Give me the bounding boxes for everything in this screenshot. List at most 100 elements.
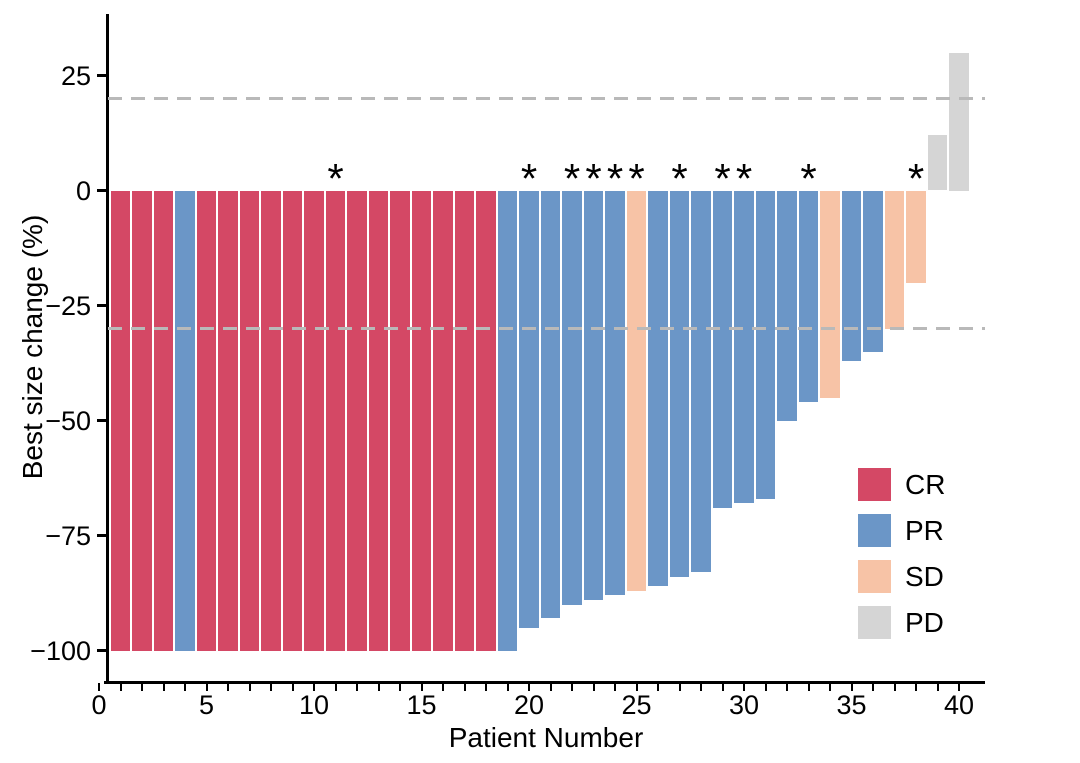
bar-patient-33-pr xyxy=(798,190,819,403)
y-axis-title: Best size change (%) xyxy=(17,214,48,480)
bar-patient-5-cr xyxy=(196,190,217,651)
x-axis-title: Patient Number xyxy=(448,722,644,753)
x-tick-6 xyxy=(227,683,229,691)
bar-patient-35-pr xyxy=(841,190,862,361)
bar-patient-22-pr xyxy=(562,190,582,605)
bar-patient-25-sd xyxy=(626,190,647,591)
bar-patient-26-pr xyxy=(648,190,668,587)
x-tick-11 xyxy=(334,683,337,691)
x-axis-line xyxy=(104,681,985,684)
y-tick-0 xyxy=(97,189,106,192)
bar-patient-15-cr xyxy=(411,190,432,651)
y-tick--75 xyxy=(97,534,106,537)
bar-patient-2-cr xyxy=(132,190,152,651)
significance-star-patient-33: * xyxy=(800,154,817,202)
significance-star-patient-20: * xyxy=(520,154,538,202)
legend-item-sd: SD xyxy=(858,560,945,593)
x-tick-23 xyxy=(592,683,595,691)
reference-line--30 xyxy=(108,327,985,330)
bar-patient-39-pd xyxy=(927,135,948,191)
x-tick-16 xyxy=(442,683,444,691)
legend-label-sd: SD xyxy=(905,561,944,592)
y-tick--25 xyxy=(97,304,106,307)
x-tick-1 xyxy=(119,683,122,691)
x-tick-25 xyxy=(635,683,638,691)
x-tick-26 xyxy=(657,683,659,691)
bar-patient-20-pr xyxy=(519,190,539,628)
bar-patient-36-pr xyxy=(863,190,883,352)
x-tick-32 xyxy=(786,683,788,691)
bar-patient-38-sd xyxy=(906,190,926,283)
x-tick-17 xyxy=(463,683,466,691)
x-tick-12 xyxy=(356,683,358,691)
x-tick-33 xyxy=(807,683,810,691)
y-tick--50 xyxy=(97,419,106,422)
significance-star-patient-29: * xyxy=(714,154,731,202)
bar-patient-13-cr xyxy=(368,190,389,651)
legend-swatch-sd xyxy=(858,560,891,593)
bar-patient-27-pr xyxy=(669,190,690,577)
x-tick-9 xyxy=(291,683,294,691)
legend: CR PR SD PD xyxy=(858,468,945,652)
x-tick-28 xyxy=(700,683,702,691)
x-tick-label-35: 35 xyxy=(836,690,867,720)
x-tick-5 xyxy=(205,683,208,691)
bar-patient-8-cr xyxy=(261,190,281,651)
x-tick-19 xyxy=(506,683,509,691)
x-tick-3 xyxy=(162,683,165,691)
bar-patient-28-pr xyxy=(691,190,711,573)
bar-patient-9-cr xyxy=(282,190,303,651)
legend-label-pd: PD xyxy=(905,607,944,638)
bar-patient-24-pr xyxy=(605,190,625,596)
bar-patient-7-cr xyxy=(239,190,260,651)
significance-star-patient-27: * xyxy=(671,154,688,202)
legend-swatch-cr xyxy=(858,468,891,501)
bar-patient-31-pr xyxy=(755,190,776,499)
x-tick-label-0: 0 xyxy=(91,690,107,720)
x-tick-34 xyxy=(829,683,831,691)
reference-line-20 xyxy=(108,97,985,100)
y-tick-label--50: −50 xyxy=(45,405,91,436)
x-tick-27 xyxy=(678,683,681,691)
bar-patient-34-sd xyxy=(820,190,840,398)
x-tick-30 xyxy=(743,683,745,691)
x-tick-24 xyxy=(614,683,616,691)
y-tick--100 xyxy=(97,649,106,652)
legend-label-cr: CR xyxy=(905,469,946,500)
significance-star-patient-24: * xyxy=(606,154,624,202)
y-tick-25 xyxy=(97,74,106,77)
bar-patient-11-cr xyxy=(325,190,346,651)
x-tick-13 xyxy=(377,683,380,691)
y-tick-label--100: −100 xyxy=(30,635,91,666)
x-tick-31 xyxy=(764,683,767,691)
y-tick-label--75: −75 xyxy=(45,520,91,551)
bar-patient-18-cr xyxy=(476,190,496,651)
y-tick-label-25: 25 xyxy=(60,60,91,91)
significance-star-patient-22: * xyxy=(563,154,581,202)
bar-patient-30-pr xyxy=(734,190,754,504)
x-tick-label-25: 25 xyxy=(621,690,652,720)
x-tick-2 xyxy=(141,683,143,691)
bar-patient-4-pr xyxy=(175,190,195,651)
bar-patient-37-sd xyxy=(884,190,905,329)
x-tick-label-30: 30 xyxy=(728,690,760,720)
legend-swatch-pr xyxy=(858,514,891,547)
bar-patient-21-pr xyxy=(540,190,561,619)
x-tick-label-15: 15 xyxy=(406,690,437,720)
bar-patient-14-cr xyxy=(390,190,410,651)
x-tick-label-5: 5 xyxy=(198,690,215,720)
y-axis-line xyxy=(106,14,109,683)
bar-patient-19-pr xyxy=(497,190,518,651)
x-tick-label-10: 10 xyxy=(298,690,330,720)
significance-star-patient-11: * xyxy=(327,154,344,202)
x-tick-29 xyxy=(721,683,724,691)
y-tick-label--25: −25 xyxy=(45,290,91,321)
bar-patient-6-cr xyxy=(218,190,238,651)
x-tick-7 xyxy=(248,683,251,691)
x-tick-22 xyxy=(571,683,573,691)
x-tick-21 xyxy=(549,683,552,691)
significance-star-patient-23: * xyxy=(585,154,602,202)
bar-patient-10-cr xyxy=(304,190,324,651)
x-tick-8 xyxy=(270,683,272,691)
